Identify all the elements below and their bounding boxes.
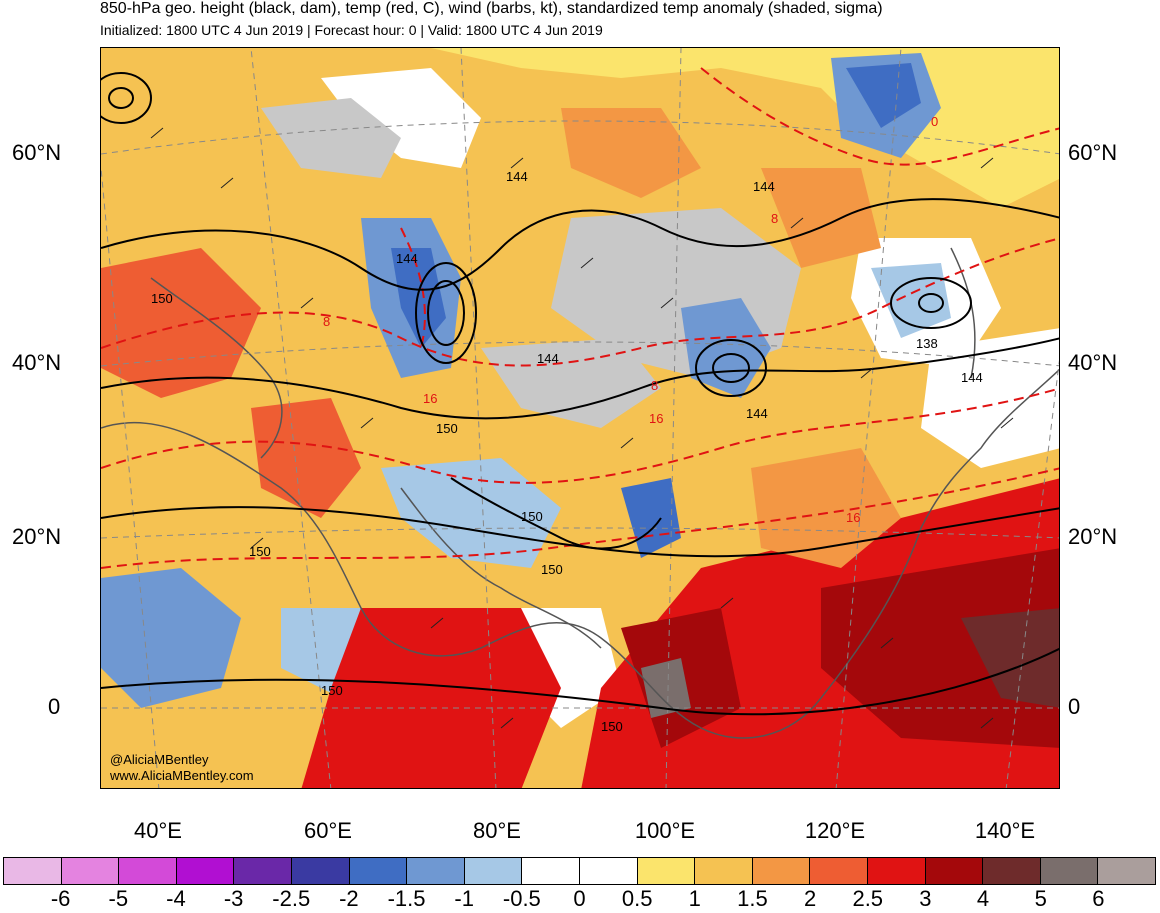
colorbar-label: -2 <box>339 886 359 911</box>
temp-label: 16 <box>649 411 663 426</box>
height-label: 138 <box>916 336 938 351</box>
map-canvas: 144 144 144 144 144 144 150 150 150 150 … <box>101 48 1059 788</box>
height-label: 144 <box>506 169 528 184</box>
map-panel: 144 144 144 144 144 144 150 150 150 150 … <box>100 47 1060 789</box>
coastlines <box>101 247 1059 739</box>
colorbar-cell <box>810 858 868 884</box>
colorbar-label: 2 <box>803 886 817 911</box>
lat-label-left: 0 <box>48 694 61 719</box>
colorbar-label: 0.5 <box>621 886 653 911</box>
temp-label: 0 <box>931 114 938 129</box>
lat-label-right: 0 <box>1068 694 1081 719</box>
colorbar-label: -1.5 <box>387 886 426 911</box>
lat-label-left: 60°N <box>12 140 62 165</box>
height-contours <box>101 72 1059 716</box>
height-label: 144 <box>396 251 418 266</box>
lat-label-right: 20°N <box>1068 524 1118 549</box>
height-label: 150 <box>151 291 173 306</box>
lat-label-right: 40°N <box>1068 350 1118 375</box>
colorbar-label: 0 <box>573 886 586 911</box>
temperature-contours <box>101 67 1059 569</box>
colorbar-label: -6 <box>50 886 71 911</box>
anomaly-colorbar <box>3 857 1156 885</box>
height-label: 150 <box>521 509 543 524</box>
colorbar-label: 5 <box>1034 886 1047 911</box>
lon-label: 100°E <box>634 818 696 843</box>
colorbar-cell <box>349 858 408 884</box>
colorbar-cell <box>983 858 1041 884</box>
credit-site: www.AliciaMBentley.com <box>110 768 254 783</box>
colorbar-cell <box>579 858 638 884</box>
colorbar-cell <box>4 858 62 884</box>
colorbar-cell <box>1040 858 1099 884</box>
colorbar-label: 3 <box>919 886 932 911</box>
height-label: 150 <box>436 421 458 436</box>
colorbar-label: 1.5 <box>737 886 768 911</box>
temp-label: 16 <box>423 391 437 406</box>
colorbar-label: -3 <box>223 886 244 911</box>
temp-label: 16 <box>846 510 860 525</box>
colorbar-cell <box>464 858 523 884</box>
height-label: 144 <box>746 406 768 421</box>
lat-label-right: 60°N <box>1068 140 1118 165</box>
temp-label: 8 <box>323 314 330 329</box>
colorbar-cell <box>1098 858 1155 884</box>
lon-label: 140°E <box>974 818 1036 843</box>
map-title: 850-hPa geo. height (black, dam), temp (… <box>100 0 883 17</box>
temp-label: 8 <box>651 378 658 393</box>
height-labels: 144 144 144 144 144 144 150 150 150 150 … <box>151 169 983 734</box>
height-label: 144 <box>537 351 559 366</box>
colorbar-label: 2.5 <box>852 886 884 911</box>
colorbar-cell <box>176 858 235 884</box>
colorbar-cell <box>119 858 177 884</box>
colorbar-label: 1 <box>688 886 701 911</box>
height-label: 144 <box>961 370 983 385</box>
map-subtitle: Initialized: 1800 UTC 4 Jun 2019 | Forec… <box>100 22 603 38</box>
anomaly-shading <box>101 48 1059 788</box>
lon-label: 120°E <box>804 818 866 843</box>
lon-label: 80°E <box>473 818 521 843</box>
lon-label: 40°E <box>134 818 182 843</box>
colorbar-cell <box>407 858 465 884</box>
height-label: 150 <box>541 562 563 577</box>
colorbar-cell <box>522 858 580 884</box>
temp-labels: 8 8 8 16 16 16 0 <box>323 114 938 525</box>
height-label: 150 <box>601 719 623 734</box>
colorbar-label: 4 <box>976 886 990 911</box>
graticule <box>101 48 1059 788</box>
height-label: 144 <box>753 179 775 194</box>
lat-label-left: 40°N <box>12 350 62 375</box>
height-label: 150 <box>249 544 271 559</box>
lon-label: 60°E <box>304 818 352 843</box>
height-label: 150 <box>321 683 343 698</box>
temp-label: 8 <box>771 211 778 226</box>
lat-label-left: 20°N <box>12 524 62 549</box>
colorbar-cell <box>234 858 292 884</box>
wind-barbs <box>150 127 1014 729</box>
colorbar-cell <box>925 858 984 884</box>
colorbar-cell <box>867 858 926 884</box>
colorbar-cell <box>291 858 350 884</box>
colorbar-cell <box>695 858 753 884</box>
colorbar-label: 6 <box>1092 886 1105 911</box>
colorbar-label: -5 <box>108 886 129 911</box>
credit-handle: @AliciaMBentley <box>110 752 209 767</box>
colorbar-cell <box>752 858 811 884</box>
colorbar-label: -4 <box>166 886 186 911</box>
colorbar-label: -1 <box>454 886 474 911</box>
colorbar-cell <box>637 858 696 884</box>
colorbar-label: -0.5 <box>502 886 541 911</box>
colorbar-cell <box>61 858 120 884</box>
colorbar-label: -2.5 <box>272 886 311 911</box>
